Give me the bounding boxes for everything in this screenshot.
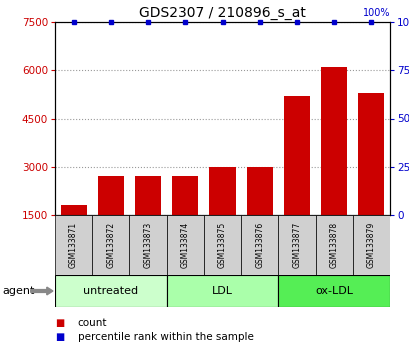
Bar [278, 215, 315, 275]
Bar [92, 215, 129, 275]
Text: GSM133878: GSM133878 [329, 222, 338, 268]
Bar [61, 205, 86, 215]
Text: GSM133874: GSM133874 [180, 222, 189, 268]
Text: LDL: LDL [211, 286, 232, 296]
Bar [172, 176, 198, 215]
Text: percentile rank within the sample: percentile rank within the sample [77, 332, 253, 342]
Bar [240, 215, 278, 275]
Bar [55, 275, 166, 307]
Text: GSM133875: GSM133875 [218, 222, 227, 268]
Bar [283, 96, 309, 215]
Bar [209, 167, 235, 215]
Text: count: count [77, 318, 107, 328]
Bar [203, 215, 240, 275]
Bar [320, 67, 346, 215]
Text: GSM133877: GSM133877 [292, 222, 301, 268]
Bar [166, 275, 278, 307]
Text: GSM133872: GSM133872 [106, 222, 115, 268]
Title: GDS2307 / 210896_s_at: GDS2307 / 210896_s_at [139, 6, 305, 19]
Bar [55, 215, 92, 275]
Text: 100%: 100% [362, 8, 389, 18]
Text: GSM133871: GSM133871 [69, 222, 78, 268]
Text: untreated: untreated [83, 286, 138, 296]
Text: agent: agent [2, 286, 34, 296]
Bar [352, 215, 389, 275]
Text: GSM133873: GSM133873 [143, 222, 152, 268]
Bar [357, 93, 384, 215]
Text: ■: ■ [55, 332, 64, 342]
Text: GSM133879: GSM133879 [366, 222, 375, 268]
Text: GSM133876: GSM133876 [254, 222, 263, 268]
Text: ■: ■ [55, 318, 64, 328]
Text: ox-LDL: ox-LDL [315, 286, 352, 296]
Bar [129, 215, 166, 275]
Bar [166, 215, 203, 275]
Bar [278, 275, 389, 307]
Bar [315, 215, 352, 275]
Bar [135, 176, 161, 215]
Bar [246, 167, 272, 215]
Bar [98, 176, 124, 215]
